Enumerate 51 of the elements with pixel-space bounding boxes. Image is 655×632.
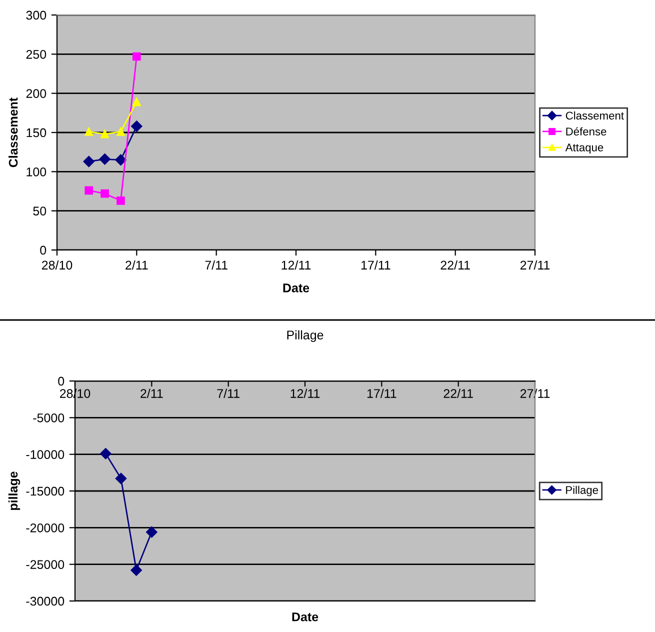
point	[146, 526, 158, 538]
x-tick-label: 12/11	[290, 388, 320, 398]
y-tick-label: -15000	[26, 486, 64, 496]
point	[130, 564, 142, 576]
y-axis-title: Classement	[8, 98, 18, 168]
point	[100, 130, 109, 138]
y-tick-label: -10000	[26, 450, 64, 459]
y-tick-label: 0	[58, 376, 64, 386]
y-tick-label: -30000	[26, 596, 64, 606]
y-tick-label: -25000	[26, 560, 64, 569]
legend-label: Pillage	[566, 486, 598, 496]
legend-label: Attaque	[565, 144, 604, 154]
x-tick-label: 12/11	[282, 260, 311, 270]
x-tick-label: 22/11	[444, 388, 473, 398]
x-tick-label: 27/11	[520, 260, 550, 270]
point	[83, 156, 94, 168]
x-axis-title: Date	[292, 612, 318, 622]
y-tick-label: 0	[40, 246, 46, 255]
y-axis-title: pillage	[8, 472, 20, 510]
y-tick-label: 300	[26, 10, 46, 20]
x-tick-label: 28/10	[42, 260, 72, 270]
chart-title: Pillage	[287, 330, 324, 342]
y-tick-label: 200	[26, 89, 46, 98]
point	[116, 196, 125, 205]
x-tick-label: 17/11	[361, 260, 390, 270]
x-tick-label: 2/11	[140, 388, 163, 398]
x-axis-title: Date	[283, 284, 310, 292]
x-tick-label: 7/11	[217, 388, 240, 398]
point	[100, 448, 112, 460]
point	[116, 128, 125, 136]
y-tick-label: 100	[26, 167, 46, 176]
y-tick-label: -5000	[33, 413, 64, 422]
point	[84, 186, 94, 195]
legend-label: Classement	[566, 111, 624, 120]
y-tick-label: 150	[26, 128, 46, 138]
point	[99, 154, 110, 165]
point	[115, 472, 127, 484]
point	[115, 154, 126, 166]
x-tick-label: 17/11	[367, 388, 396, 398]
point	[132, 52, 141, 61]
x-tick-label: 22/11	[440, 260, 470, 270]
y-tick-label: 250	[26, 50, 46, 59]
point	[131, 120, 142, 132]
y-tick-label: 50	[33, 206, 46, 216]
legend-label: Défense	[566, 127, 606, 136]
point	[84, 128, 94, 136]
x-tick-label: 2/11	[126, 260, 148, 270]
point	[100, 189, 109, 198]
point	[132, 98, 141, 106]
x-tick-label: 7/11	[205, 260, 228, 270]
y-tick-label: -20000	[26, 523, 64, 532]
